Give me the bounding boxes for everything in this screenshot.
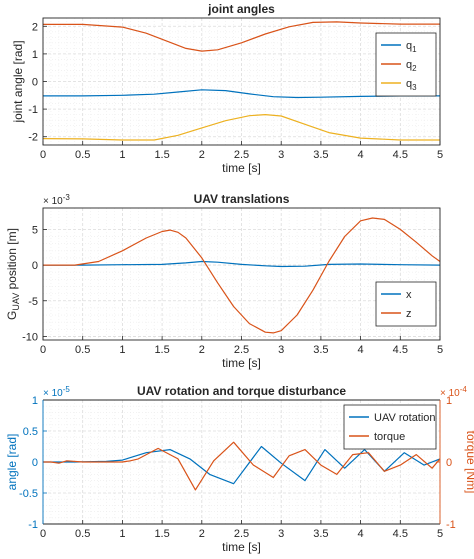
left-y-axis-label: angle [rad] [5, 434, 19, 491]
legend-box [375, 281, 437, 327]
x-tick-label: 0 [40, 344, 46, 356]
right-y-axis-label: torque [Nm] [464, 431, 474, 494]
x-tick-label: 5 [437, 528, 443, 540]
x-tick-label: 1 [119, 344, 125, 356]
x-tick-label: 5 [437, 344, 443, 356]
x-tick-label: 0.5 [75, 344, 90, 356]
chart-title: joint angles [207, 2, 275, 16]
x-tick-label: 2.5 [234, 528, 249, 540]
x-tick-label: 3.5 [313, 149, 328, 161]
right-y-tick-label: 0 [446, 457, 452, 469]
y-tick-label: 2 [32, 21, 38, 33]
chart-title: UAV translations [194, 192, 290, 206]
x-tick-label: 4.5 [393, 528, 408, 540]
y-axis-label: GUAV position [m] [5, 228, 21, 320]
x-tick-label: 4.5 [393, 344, 408, 356]
left-y-tick-label: 0 [32, 457, 38, 469]
series-line [43, 260, 441, 268]
x-tick-label: 4 [358, 344, 364, 356]
axes-frame [42, 17, 441, 146]
y-tick-label: -5 [28, 296, 38, 308]
series-line [43, 21, 440, 52]
y-tick-label: 5 [32, 224, 38, 236]
x-tick-label: 5 [437, 149, 443, 161]
left-y-tick-label: -1 [28, 519, 38, 531]
x-tick-label: 4.5 [393, 149, 408, 161]
x-tick-label: 0 [40, 528, 46, 540]
x-tick-label: 2.5 [234, 344, 249, 356]
x-tick-label: 3.5 [313, 528, 328, 540]
x-axis-label: time [s] [222, 540, 261, 554]
legend-entry: q3 [406, 78, 417, 92]
legend: q1 q2 q3 [375, 32, 437, 97]
right-exponent-label: × 10-4 [440, 385, 467, 399]
x-tick-label: 3 [278, 528, 284, 540]
axes-2: 0 0.5 1 1.5 2 2.5 3 3.5 4 4.5 5 time [s] UAV transla… [5, 192, 443, 370]
legend-entry: z [406, 308, 412, 320]
legend: UAV rotation torque [343, 404, 437, 450]
y-tick-label: 0 [32, 260, 38, 272]
legend-entry: q1 [406, 40, 417, 54]
legend-box [343, 404, 437, 450]
series-line [43, 217, 441, 334]
y-tick-label: -10 [22, 331, 38, 343]
x-tick-label: 0.5 [75, 149, 90, 161]
x-tick-label: 1.5 [154, 149, 169, 161]
y-tick-label: -2 [28, 132, 38, 144]
x-tick-label: 0 [40, 149, 46, 161]
x-tick-label: 2 [199, 149, 205, 161]
left-y-tick-label: 0.5 [23, 426, 38, 438]
legend-entry: q2 [406, 59, 417, 73]
x-tick-label: 4 [358, 149, 364, 161]
axes-1: 0 0.5 1 1.5 2 2.5 3 3.5 4 4.5 5 time [s] joint angle… [11, 2, 443, 175]
series-line [43, 89, 440, 99]
x-tick-label: 3 [278, 149, 284, 161]
left-y-tick-label: 1 [32, 395, 38, 407]
left-y-tick-label: -0.5 [19, 488, 38, 500]
right-y-tick-label: -1 [446, 519, 456, 531]
x-tick-label: 1.5 [154, 344, 169, 356]
legend-entry: x [406, 289, 412, 301]
y-exponent-label: × 10-3 [43, 193, 70, 207]
chart-title: UAV rotation and torque disturbance [137, 384, 346, 398]
legend-entry: UAV rotation [374, 412, 436, 424]
x-axis-label: time [s] [222, 356, 261, 370]
x-tick-label: 1 [119, 149, 125, 161]
left-exponent-label: × 10-5 [43, 385, 70, 399]
x-tick-label: 1.5 [154, 528, 169, 540]
x-tick-label: 3 [278, 344, 284, 356]
legend: xz [375, 281, 437, 327]
x-tick-label: 3.5 [313, 344, 328, 356]
x-tick-label: 2.5 [234, 149, 249, 161]
series-line [43, 441, 441, 491]
x-tick-label: 4 [358, 528, 364, 540]
axes-frame [42, 207, 441, 341]
x-tick-label: 1 [119, 528, 125, 540]
axes-3: 0 0.5 1 1.5 2 2.5 3 3.5 4 4.5 5 time [s] UAV rotatio… [5, 384, 474, 554]
y-tick-label: -1 [28, 104, 38, 116]
y-tick-label: 1 [32, 49, 38, 61]
x-tick-label: 2 [199, 528, 205, 540]
y-tick-label: 0 [32, 77, 38, 89]
x-tick-label: 0.5 [75, 528, 90, 540]
x-tick-label: 2 [199, 344, 205, 356]
right-y-tick-label: 1 [446, 395, 452, 407]
x-axis-label: time [s] [222, 161, 261, 175]
series-line [42, 113, 440, 141]
y-axis-label: joint angle [rad] [11, 40, 25, 123]
legend-entry: torque [374, 431, 405, 443]
